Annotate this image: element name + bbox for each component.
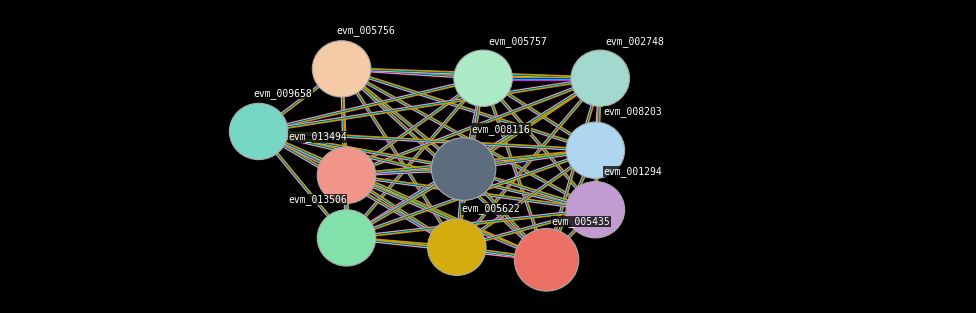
Ellipse shape <box>427 219 486 275</box>
Text: evm_013506: evm_013506 <box>288 194 346 205</box>
Ellipse shape <box>431 138 496 200</box>
Text: evm_005435: evm_005435 <box>551 216 610 227</box>
Ellipse shape <box>566 182 625 238</box>
Ellipse shape <box>317 147 376 203</box>
Ellipse shape <box>229 103 288 160</box>
Text: evm_005622: evm_005622 <box>462 203 520 214</box>
Ellipse shape <box>566 122 625 178</box>
Ellipse shape <box>571 50 630 106</box>
Ellipse shape <box>312 41 371 97</box>
Text: evm_005757: evm_005757 <box>488 36 547 47</box>
Text: evm_009658: evm_009658 <box>254 88 312 99</box>
Ellipse shape <box>514 228 579 291</box>
Text: evm_001294: evm_001294 <box>603 166 662 177</box>
Ellipse shape <box>454 50 512 106</box>
Text: evm_008116: evm_008116 <box>471 124 530 135</box>
Ellipse shape <box>317 210 376 266</box>
Text: evm_013494: evm_013494 <box>288 131 346 142</box>
Text: evm_005756: evm_005756 <box>337 25 395 36</box>
Text: evm_008203: evm_008203 <box>603 106 662 117</box>
Text: evm_002748: evm_002748 <box>605 36 664 47</box>
